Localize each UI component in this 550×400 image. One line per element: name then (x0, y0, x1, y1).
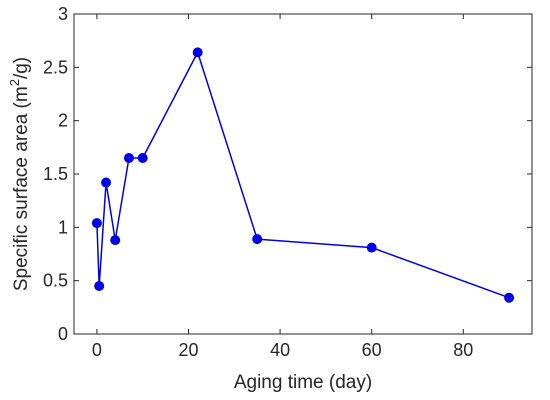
y-tick-label: 0 (58, 324, 68, 344)
data-point (252, 234, 263, 245)
plot-background (74, 14, 532, 334)
data-point (110, 235, 121, 246)
x-tick-label: 20 (178, 340, 198, 360)
series-line (96, 51, 510, 299)
axis-ticks: 0 20 40 60 80 0 0.5 1 1.5 2 2.5 3 (43, 4, 532, 360)
y-axis-title-suffix: /g) (11, 57, 32, 79)
x-tick-label: 40 (270, 340, 290, 360)
y-tick-label: 1 (58, 217, 68, 237)
x-tick-label: 0 (92, 340, 102, 360)
y-tick-label: 3 (58, 4, 68, 24)
data-point (91, 218, 102, 229)
data-point (137, 153, 148, 163)
y-axis-title-superscript: 2 (7, 79, 22, 86)
y-tick-label: 0.5 (43, 271, 68, 291)
data-point (366, 242, 377, 253)
y-tick-label: 2.5 (43, 57, 68, 77)
data-point (94, 281, 105, 291)
data-series (91, 47, 515, 303)
x-tick-label: 80 (453, 340, 473, 360)
y-tick-label: 1.5 (43, 164, 68, 184)
y-tick-label: 2 (58, 111, 68, 131)
data-point (123, 153, 134, 163)
plot-frame (73, 13, 533, 335)
x-tick-label: 60 (362, 340, 382, 360)
data-point (101, 177, 112, 188)
x-axis-title: Aging time (day) (234, 372, 372, 393)
data-point (192, 47, 203, 58)
y-axis-title: Specific surface area (m2/g) (7, 57, 32, 291)
data-point (504, 292, 515, 303)
y-axis-title-prefix: Specific surface area (m (11, 86, 32, 291)
